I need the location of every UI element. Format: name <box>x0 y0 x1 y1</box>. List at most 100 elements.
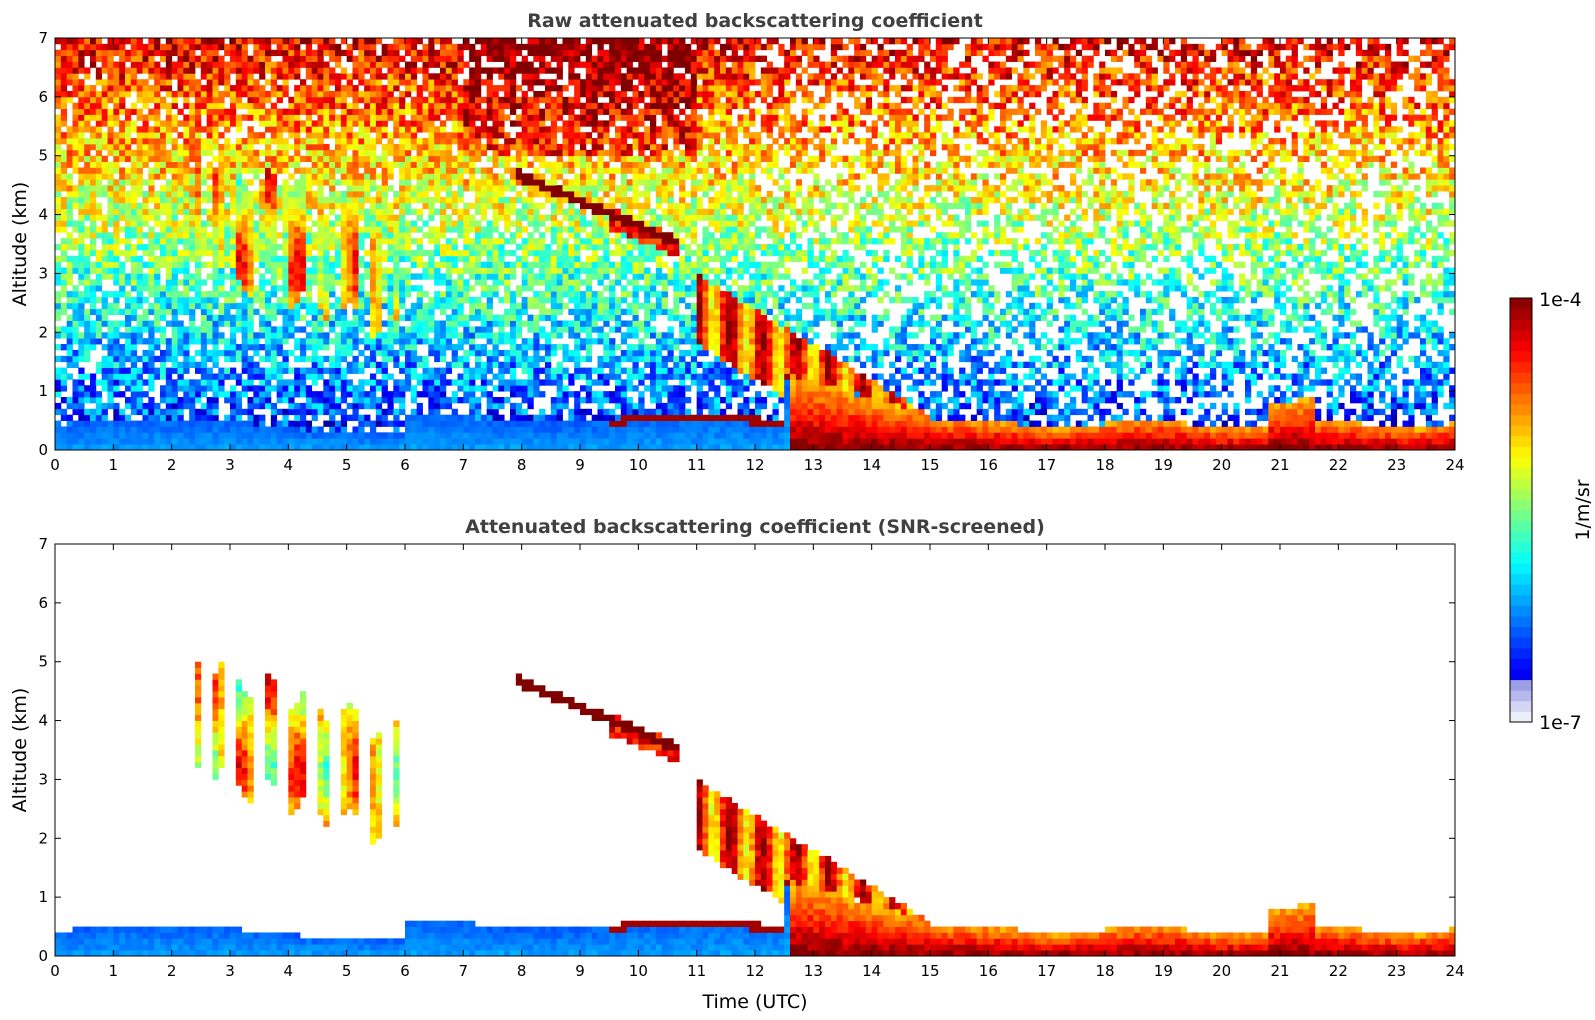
heatmap-cell <box>399 244 406 251</box>
heatmap-cell <box>393 149 400 157</box>
heatmap-cell <box>451 291 458 298</box>
heatmap-cell <box>387 373 394 380</box>
heatmap-cell <box>78 185 85 192</box>
heatmap-cell <box>253 332 260 339</box>
heatmap-cell <box>107 355 114 363</box>
heatmap-cell <box>90 114 97 121</box>
heatmap-cell <box>148 49 155 57</box>
heatmap-cell <box>235 102 243 110</box>
heatmap-cell <box>498 320 505 327</box>
heatmap-cell <box>381 167 388 174</box>
heatmap-cell <box>160 49 167 57</box>
heatmap-cell <box>90 285 97 292</box>
heatmap-cell <box>212 120 219 127</box>
heatmap-cell <box>504 149 511 157</box>
heatmap-cell <box>510 320 517 327</box>
heatmap-cell <box>445 102 453 110</box>
heatmap-cell <box>107 361 114 368</box>
heatmap-cell <box>428 79 435 86</box>
heatmap-cell <box>72 226 79 233</box>
heatmap-cell <box>218 155 225 162</box>
heatmap-cell <box>125 220 132 227</box>
heatmap-cell <box>457 61 464 68</box>
heatmap-cell <box>358 49 365 57</box>
heatmap-cell <box>480 420 488 427</box>
heatmap-cell <box>78 108 85 115</box>
heatmap-cell <box>323 238 330 245</box>
heatmap-cell <box>370 61 377 68</box>
heatmap-cell <box>84 244 91 251</box>
heatmap-cell <box>200 85 208 92</box>
heatmap-cell <box>247 126 254 133</box>
heatmap-cell <box>235 191 243 198</box>
heatmap-cell <box>317 302 324 310</box>
heatmap-cell <box>486 379 493 386</box>
heatmap-cell <box>265 208 272 215</box>
heatmap-cell <box>282 391 289 398</box>
heatmap-cell <box>142 285 149 292</box>
heatmap-cell <box>90 208 97 215</box>
heatmap-cell <box>294 249 301 257</box>
heatmap-cell <box>370 138 377 145</box>
heatmap-cell <box>165 244 173 251</box>
heatmap-cell <box>130 102 138 110</box>
heatmap-cell <box>119 143 126 151</box>
heatmap-cell <box>212 155 219 162</box>
heatmap-cell <box>154 108 161 115</box>
heatmap-cell <box>469 67 476 74</box>
heatmap-cell <box>189 214 196 221</box>
heatmap-cell <box>259 261 266 268</box>
heatmap-cell <box>247 220 254 227</box>
heatmap-cell <box>504 202 511 210</box>
heatmap-cell <box>416 138 423 145</box>
heatmap-cell <box>165 420 173 427</box>
heatmap-cell <box>469 143 476 151</box>
heatmap-cell <box>539 408 546 416</box>
heatmap-cell <box>95 179 103 186</box>
heatmap-cell <box>475 361 482 368</box>
heatmap-cell <box>346 320 353 327</box>
heatmap-cell <box>352 202 359 210</box>
heatmap-cell <box>504 296 511 304</box>
heatmap-cell <box>224 220 231 227</box>
heatmap-cell <box>189 426 196 433</box>
heatmap-cell <box>84 149 91 157</box>
heatmap-cell <box>335 420 342 427</box>
heatmap-cell <box>55 296 62 304</box>
heatmap-cell <box>340 432 348 439</box>
heatmap-cell <box>90 138 97 145</box>
heatmap-cell <box>78 155 85 162</box>
heatmap-cell <box>95 285 103 292</box>
heatmap-cell <box>393 96 400 104</box>
heatmap-cell <box>189 385 196 392</box>
heatmap-cell <box>457 196 464 204</box>
heatmap-cell <box>393 108 400 115</box>
heatmap-cell <box>241 379 248 386</box>
heatmap-cell <box>125 320 132 327</box>
heatmap-cell <box>136 391 143 398</box>
heatmap-cell <box>230 38 237 45</box>
heatmap-cell <box>119 138 126 145</box>
heatmap-cell <box>247 179 254 186</box>
heatmap-cell <box>206 273 213 280</box>
heatmap-cell <box>364 155 371 162</box>
heatmap-cell <box>358 73 365 80</box>
heatmap-cell <box>305 173 313 180</box>
heatmap-cell <box>539 191 546 198</box>
heatmap-cell <box>119 408 126 416</box>
heatmap-cell <box>288 349 295 357</box>
heatmap-cell <box>416 196 423 204</box>
heatmap-cell <box>393 426 400 433</box>
heatmap-cell <box>492 402 499 410</box>
heatmap-cell <box>206 296 213 304</box>
heatmap-cell <box>189 85 196 92</box>
heatmap-cell <box>270 355 278 363</box>
heatmap-cell <box>230 61 237 68</box>
heatmap-cell <box>510 238 517 245</box>
heatmap-cell <box>282 426 289 433</box>
heatmap-cell <box>352 444 359 451</box>
heatmap-cell <box>282 420 289 427</box>
heatmap-cell <box>265 79 272 86</box>
heatmap-cell <box>265 349 272 357</box>
heatmap-cell <box>358 155 365 162</box>
